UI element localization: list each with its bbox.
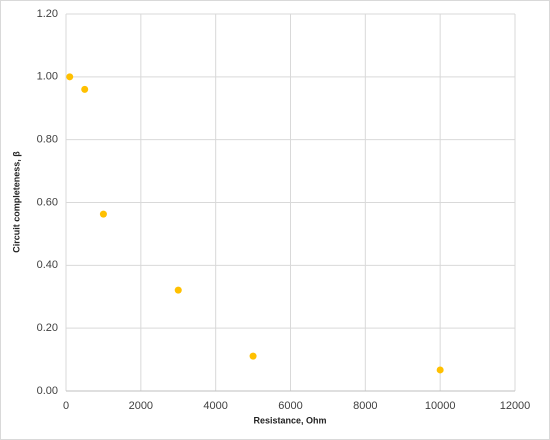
y-axis-title: Circuit completeness, β bbox=[11, 151, 21, 253]
x-tick-label: 2000 bbox=[129, 400, 153, 412]
point bbox=[249, 352, 257, 360]
y-tick-label: 0.40 bbox=[37, 259, 58, 271]
x-tick-label: 12000 bbox=[500, 400, 531, 412]
point bbox=[436, 366, 444, 374]
x-tick-label: 6000 bbox=[278, 400, 302, 412]
x-tick-label: 10000 bbox=[425, 400, 456, 412]
y-tick-label: 1.20 bbox=[37, 8, 58, 20]
y-tick-label: 0.60 bbox=[37, 196, 58, 208]
y-tick-label: 1.00 bbox=[37, 71, 58, 83]
point bbox=[174, 286, 182, 294]
x-tick-label: 8000 bbox=[353, 400, 377, 412]
y-tick-label: 0.00 bbox=[37, 385, 58, 397]
point bbox=[81, 85, 89, 93]
y-tick-label: 0.80 bbox=[37, 134, 58, 146]
y-tick-label: 0.20 bbox=[37, 322, 58, 334]
point bbox=[99, 210, 107, 218]
x-axis-title: Resistance, Ohm bbox=[253, 415, 326, 425]
x-tick-label: 4000 bbox=[203, 400, 227, 412]
point bbox=[66, 73, 74, 81]
x-tick-label: 0 bbox=[63, 400, 69, 412]
